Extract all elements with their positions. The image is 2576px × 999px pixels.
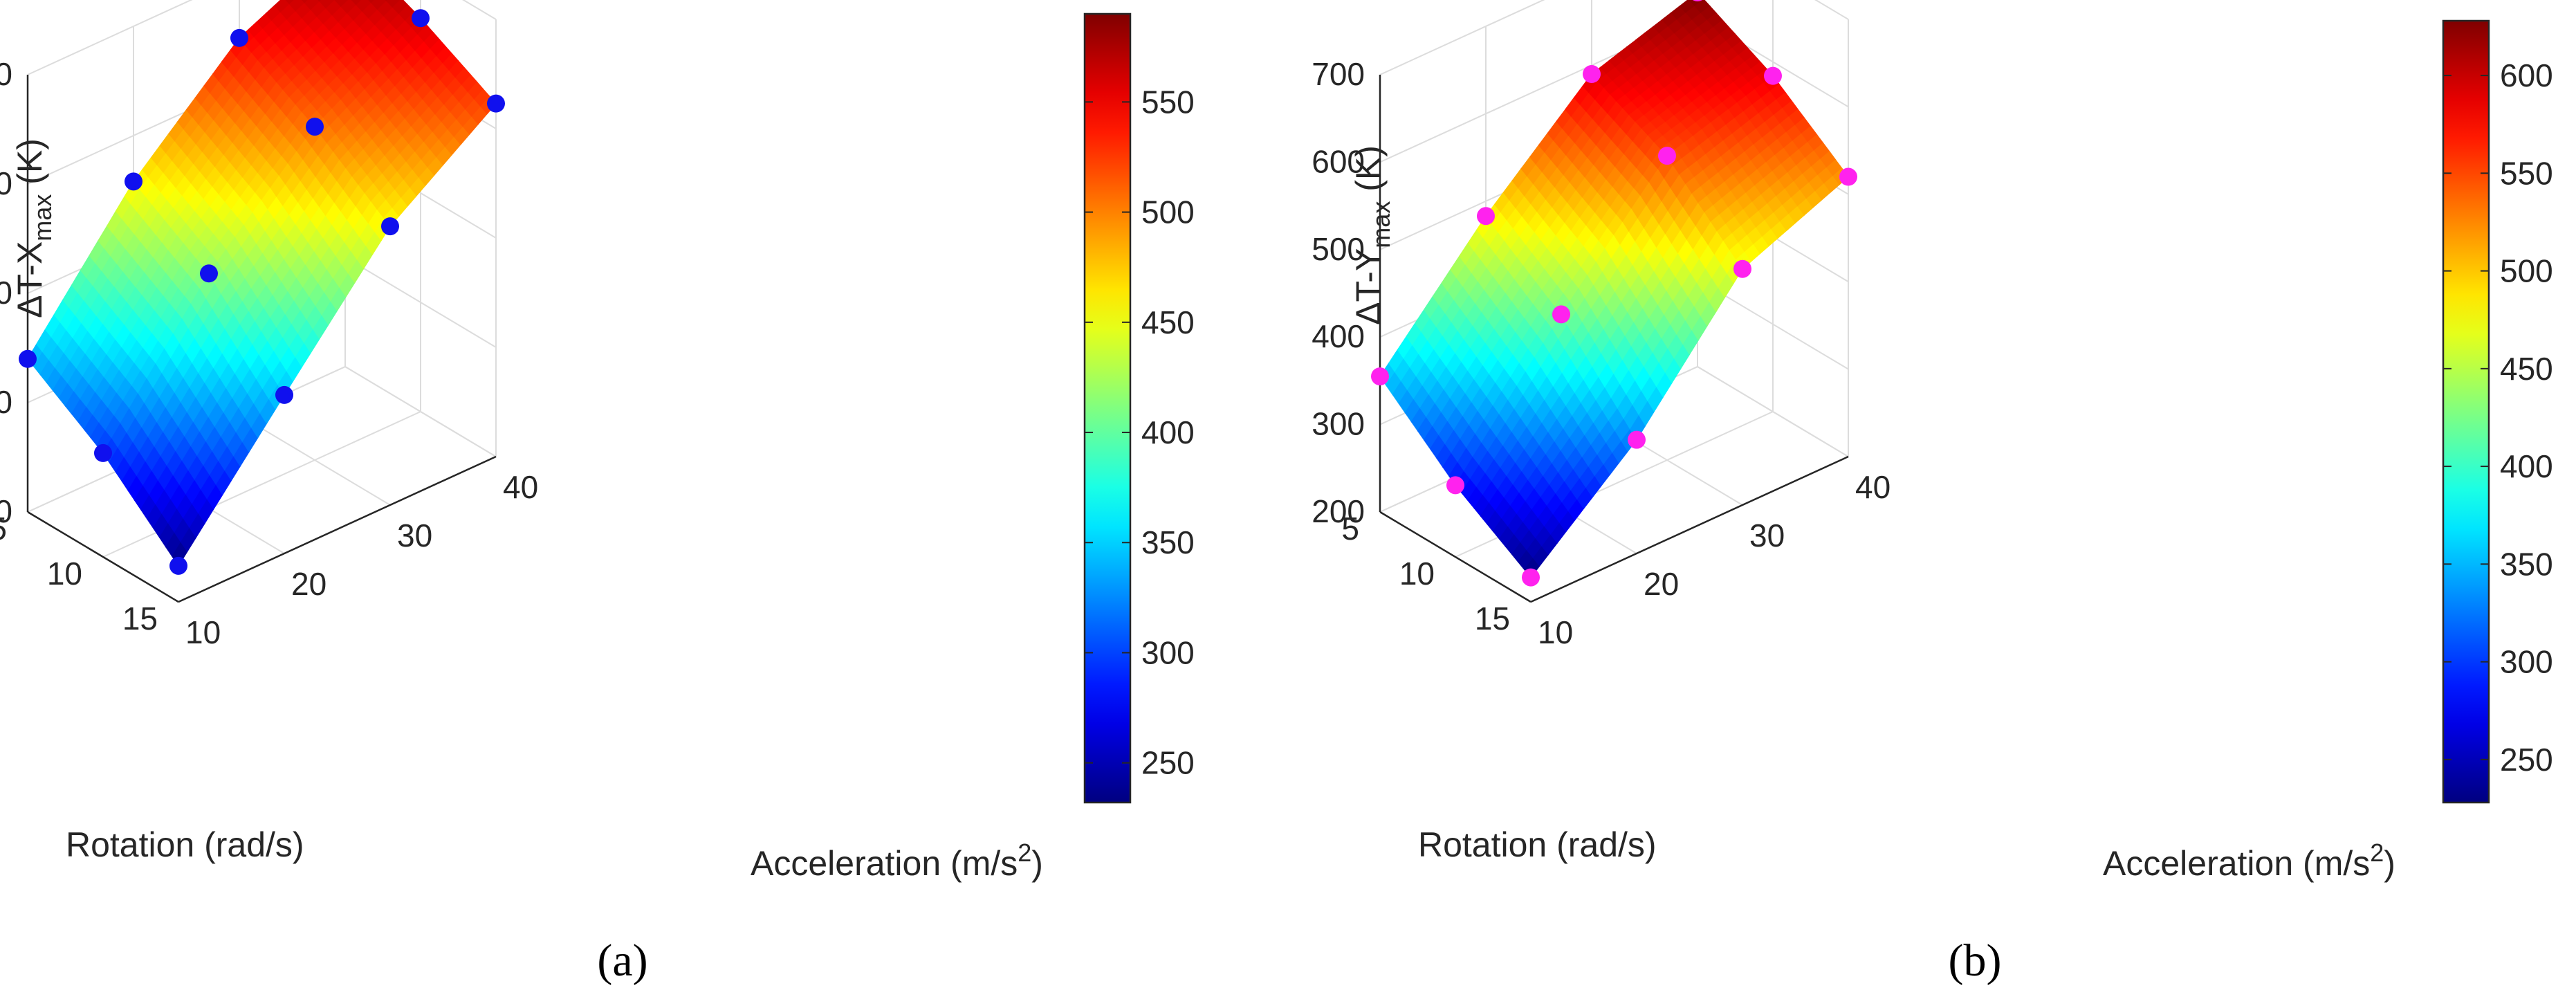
data-points (1371, 0, 1857, 587)
colorbar-tick-label: 250 (2500, 742, 2553, 778)
colorbar-tick-label: 550 (2500, 155, 2553, 191)
grid-line-z (462, 0, 497, 20)
colorbar-tick-label: 350 (1141, 524, 1195, 560)
y-tick-label: 10 (1399, 556, 1435, 592)
z-tick-label: 200 (0, 493, 12, 529)
x-tick-label: 20 (1644, 566, 1679, 602)
x-axis-line (1530, 455, 1849, 603)
data-point (1583, 65, 1601, 84)
panel-label-b: (b) (1949, 935, 2002, 986)
x-tick-label: 20 (291, 566, 326, 602)
data-point (1693, 0, 1702, 2)
grid-line-z (1379, 0, 1545, 75)
z-tick-label: 200 (1312, 493, 1365, 529)
colorbar-tick-label: 300 (2500, 644, 2553, 680)
surface-patch (285, 0, 295, 6)
y-axis-line (27, 511, 179, 603)
z-tick-label: 300 (0, 384, 12, 420)
y-tick-label: 5 (0, 511, 7, 547)
data-point (1446, 476, 1464, 495)
surface-patch (334, 0, 349, 8)
data-point (275, 385, 293, 404)
colorbar-tick-label: 450 (1141, 304, 1195, 340)
surface-patch (1689, 0, 1704, 7)
y-tick-label: 5 (1341, 511, 1359, 547)
panel-b: 200 300 400 500 600 700 5 10 15 10 20 30 40 ΔT-Ymax (… (1312, 0, 2553, 883)
y-axis-line (1379, 511, 1531, 603)
data-point (1477, 207, 1495, 226)
x-axis-line (178, 455, 497, 603)
x-axis-label: Acceleration (m/s2) (2103, 838, 2395, 883)
colorbar-tick-label: 400 (2500, 448, 2553, 484)
x-tick-label: 30 (397, 517, 432, 553)
data-point (230, 28, 248, 47)
panel-label-a: (a) (597, 935, 647, 986)
colorbar-tick-label: 450 (2500, 351, 2553, 387)
z-axis-label: ΔT-Xmax (K) (10, 138, 57, 318)
data-point (125, 172, 142, 191)
z-tick-label: 300 (1312, 406, 1365, 442)
y-tick-label: 10 (47, 556, 82, 592)
data-point (19, 349, 37, 368)
colorbar-gradient (1083, 12, 1132, 804)
data-point (1764, 66, 1782, 85)
y-tick-label: 15 (1475, 601, 1510, 636)
colorbar-tick-label: 500 (1141, 194, 1195, 230)
z-tick-label: 400 (0, 275, 12, 311)
colorbar-tick-label: 350 (2500, 546, 2553, 582)
x-tick-label: 10 (1538, 614, 1573, 650)
data-point (1658, 147, 1676, 165)
colorbar-tick-label: 400 (1141, 414, 1195, 450)
x-axis-label: Acceleration (m/s2) (751, 838, 1043, 883)
panel-a: 200 300 400 500 600 5 10 15 10 20 30 40 ΔT-Xmax (K) R… (0, 0, 1195, 883)
data-point (1628, 430, 1646, 449)
data-point (306, 118, 324, 136)
data-point (200, 264, 218, 283)
data-point (381, 217, 399, 236)
y-axis-label: Rotation (rad/s) (1418, 825, 1657, 864)
data-point (1371, 367, 1389, 386)
x-tick-label: 30 (1749, 517, 1785, 553)
colorbar-tick-label: 500 (2500, 253, 2553, 289)
colorbar-tick-label: 300 (1141, 634, 1195, 670)
surface (1379, 0, 1849, 578)
surface-patch (351, 0, 362, 6)
colorbar-gradient (2442, 19, 2490, 804)
z-tick-label: 400 (1312, 318, 1365, 354)
surface (27, 0, 497, 567)
data-point (487, 94, 505, 113)
z-tick-label: 700 (1312, 56, 1365, 92)
data-point (1733, 259, 1751, 278)
x-tick-label: 40 (503, 469, 538, 505)
x-tick-label: 40 (1855, 469, 1890, 505)
data-point (1839, 167, 1857, 186)
colorbar-tick-label: 250 (1141, 745, 1195, 781)
data-point (94, 443, 112, 462)
z-tick-label: 500 (0, 165, 12, 201)
grid-line-z (1814, 0, 1849, 20)
x-tick-label: 10 (185, 614, 221, 650)
surface-patch (386, 0, 401, 8)
z-tick-label: 500 (1312, 231, 1365, 267)
z-tick-label: 600 (0, 56, 12, 92)
z-axis-label: ΔT-Ymax (K) (1349, 145, 1395, 325)
colorbar-tick-label: 550 (1141, 84, 1195, 120)
data-point (1522, 568, 1540, 587)
colorbar: 250 300 350 400 450 500 550 (1083, 12, 1195, 804)
data-points (19, 9, 505, 575)
data-point (1552, 305, 1570, 324)
data-point (412, 9, 430, 28)
colorbar: 250 300 350 400 450 500 550 600 (2442, 19, 2553, 804)
surface-patch (368, 0, 376, 4)
y-tick-label: 15 (122, 601, 158, 636)
grid-line-z (27, 0, 193, 75)
z-tick-label: 600 (1312, 143, 1365, 179)
y-axis-label: Rotation (rad/s) (66, 825, 304, 864)
data-point (169, 556, 187, 575)
surface-patch (301, 0, 309, 4)
colorbar-tick-label: 600 (2500, 57, 2553, 93)
